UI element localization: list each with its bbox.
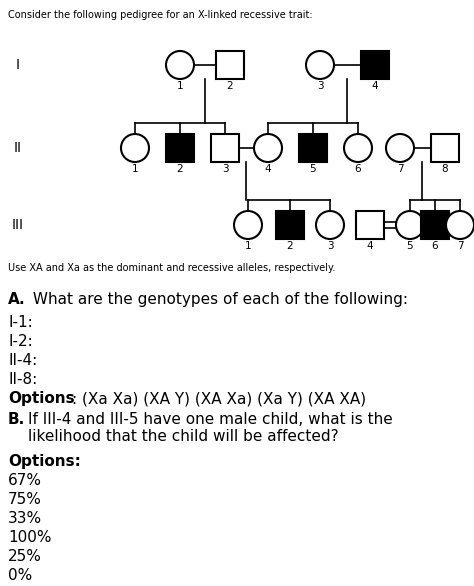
Bar (356, 211, 384, 239)
Text: : (Xa Xa) (XA Y) (XA Xa) (Xa Y) (XA XA): : (Xa Xa) (XA Y) (XA Xa) (Xa Y) (XA XA) (72, 391, 366, 406)
Text: 5: 5 (310, 164, 316, 174)
Bar (211, 134, 239, 162)
Text: 3: 3 (317, 81, 323, 91)
Circle shape (396, 211, 424, 239)
Bar (421, 211, 449, 239)
Text: 25%: 25% (8, 549, 42, 564)
Text: 0%: 0% (8, 568, 32, 583)
Text: 2: 2 (177, 164, 183, 174)
Text: 1: 1 (132, 164, 138, 174)
Text: 4: 4 (372, 81, 378, 91)
Text: 4: 4 (367, 241, 374, 251)
Text: II-4:: II-4: (8, 353, 37, 368)
Text: I: I (16, 58, 20, 72)
Text: Use XA and Xa as the dominant and recessive alleles, respectively.: Use XA and Xa as the dominant and recess… (8, 263, 336, 273)
Circle shape (344, 134, 372, 162)
Text: 6: 6 (432, 241, 438, 251)
Text: Options: Options (8, 391, 74, 406)
Text: 2: 2 (287, 241, 293, 251)
Bar (216, 51, 244, 79)
Circle shape (234, 211, 262, 239)
Text: 7: 7 (397, 164, 403, 174)
Bar (276, 211, 304, 239)
Text: What are the genotypes of each of the following:: What are the genotypes of each of the fo… (28, 292, 408, 307)
Text: 100%: 100% (8, 530, 52, 545)
Text: A.: A. (8, 292, 26, 307)
Text: 5: 5 (407, 241, 413, 251)
Text: 8: 8 (442, 164, 448, 174)
Circle shape (121, 134, 149, 162)
Text: Options:: Options: (8, 454, 81, 469)
Text: 67%: 67% (8, 473, 42, 488)
Circle shape (446, 211, 474, 239)
Text: II-8:: II-8: (8, 372, 37, 387)
Circle shape (306, 51, 334, 79)
Text: 1: 1 (245, 241, 251, 251)
Text: II: II (14, 141, 22, 155)
Text: 3: 3 (222, 164, 228, 174)
Text: 2: 2 (227, 81, 233, 91)
Circle shape (254, 134, 282, 162)
Bar (299, 134, 327, 162)
Text: 4: 4 (264, 164, 271, 174)
Text: 75%: 75% (8, 492, 42, 507)
Text: 7: 7 (456, 241, 463, 251)
Text: 3: 3 (327, 241, 333, 251)
Bar (166, 134, 194, 162)
Text: III: III (12, 218, 24, 232)
Circle shape (386, 134, 414, 162)
Text: 33%: 33% (8, 511, 42, 526)
Text: If III-4 and III-5 have one male child, what is the
likelihood that the child wi: If III-4 and III-5 have one male child, … (28, 412, 393, 444)
Text: Consider the following pedigree for an X-linked recessive trait:: Consider the following pedigree for an X… (8, 10, 313, 20)
Circle shape (316, 211, 344, 239)
Text: 6: 6 (355, 164, 361, 174)
Bar (431, 134, 459, 162)
Text: 1: 1 (177, 81, 183, 91)
Text: I-2:: I-2: (8, 334, 33, 349)
Text: B.: B. (8, 412, 25, 427)
Bar (361, 51, 389, 79)
Circle shape (166, 51, 194, 79)
Text: I-1:: I-1: (8, 315, 33, 330)
